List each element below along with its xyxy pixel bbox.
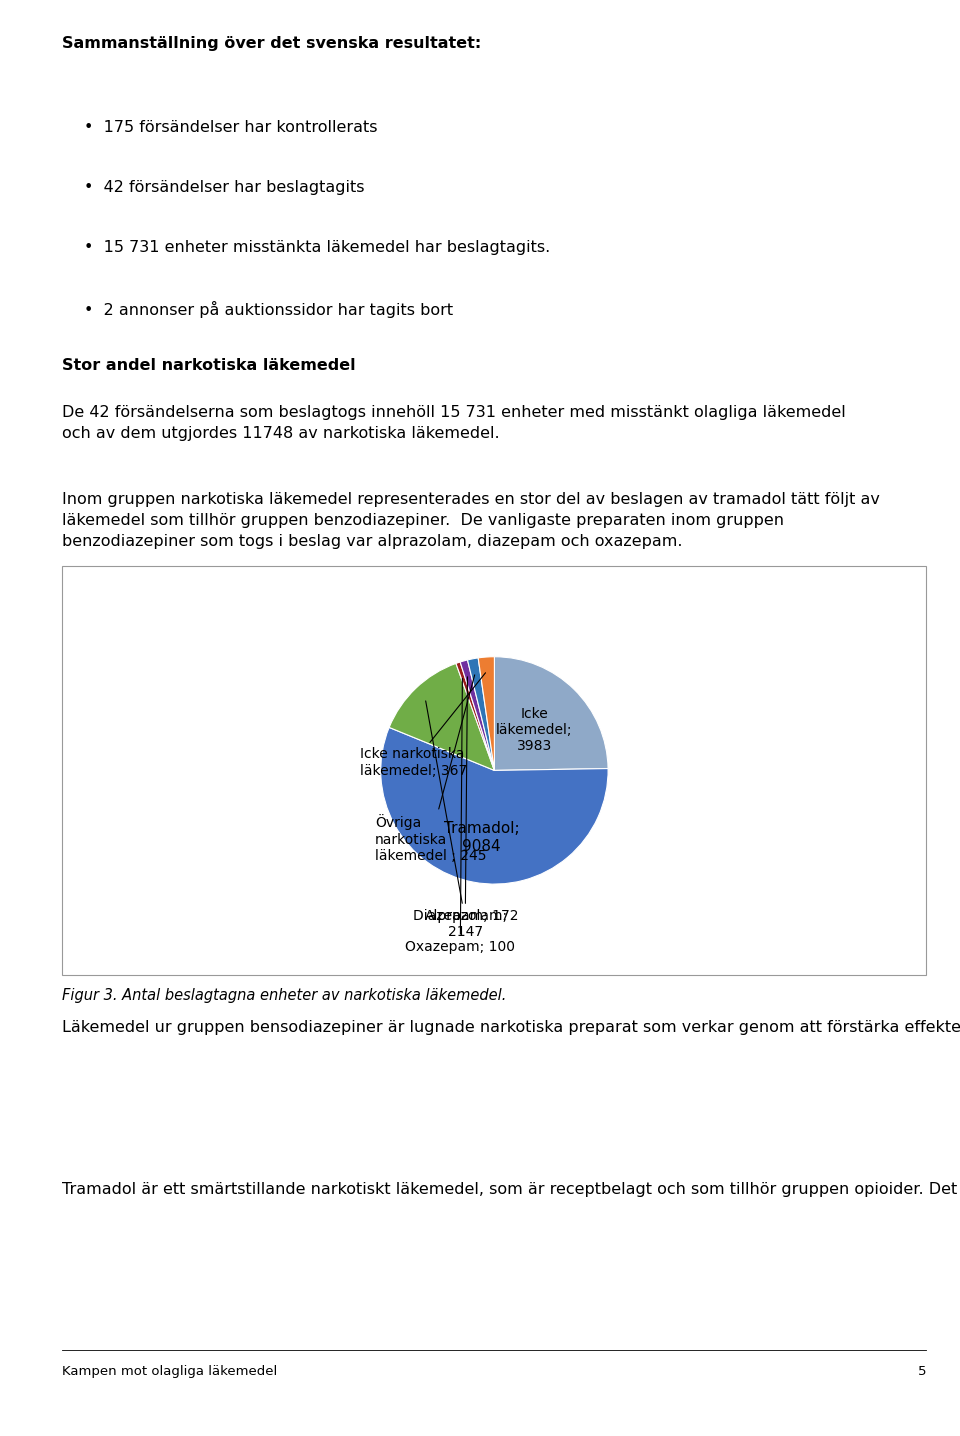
Text: Icke narkotiska
läkemedel; 367: Icke narkotiska läkemedel; 367 [360,673,486,777]
Text: Alprazolam;
2147: Alprazolam; 2147 [424,701,508,939]
Text: Tramadol;
9084: Tramadol; 9084 [444,821,519,853]
Wedge shape [456,662,494,770]
Text: •  15 731 enheter misstänkta läkemedel har beslagtagits.: • 15 731 enheter misstänkta läkemedel ha… [84,240,550,256]
Wedge shape [494,656,608,770]
Wedge shape [478,656,494,770]
Text: Kampen mot olagliga läkemedel: Kampen mot olagliga läkemedel [62,1364,277,1379]
Wedge shape [468,658,494,770]
Wedge shape [381,728,608,885]
Text: Stor andel narkotiska läkemedel: Stor andel narkotiska läkemedel [62,358,356,373]
Text: Diazepam; 172: Diazepam; 172 [413,676,518,923]
Text: Sammanställning över det svenska resultatet:: Sammanställning över det svenska resulta… [62,36,482,50]
Text: Tramadol är ett smärtstillande narkotiskt läkemedel, som är receptbelagt och som: Tramadol är ett smärtstillande narkotisk… [62,1180,960,1198]
Text: Övriga
narkotiska
läkemedel ; 245: Övriga narkotiska läkemedel ; 245 [375,675,487,863]
Wedge shape [460,661,494,770]
Text: •  42 försändelser har beslagtagits: • 42 försändelser har beslagtagits [84,180,365,195]
Text: •  175 försändelser har kontrollerats: • 175 försändelser har kontrollerats [84,119,377,135]
Text: Läkemedel ur gruppen bensodiazepiner är lugnade narkotiska preparat som verkar g: Läkemedel ur gruppen bensodiazepiner är … [62,1018,960,1035]
Text: Figur 3. Antal beslagtagna enheter av narkotiska läkemedel.: Figur 3. Antal beslagtagna enheter av na… [62,988,507,1004]
Text: 5: 5 [918,1364,926,1379]
Text: Oxazepam; 100: Oxazepam; 100 [405,678,516,954]
Text: Icke
läkemedel;
3983: Icke läkemedel; 3983 [496,707,572,752]
Text: Inom gruppen narkotiska läkemedel representerades en stor del av beslagen av tra: Inom gruppen narkotiska läkemedel repres… [62,493,880,549]
Text: De 42 försändelserna som beslagtogs innehöll 15 731 enheter med misstänkt olagli: De 42 försändelserna som beslagtogs inne… [62,405,846,441]
Wedge shape [389,663,494,770]
Text: •  2 annonser på auktionssidor har tagits bort: • 2 annonser på auktionssidor har tagits… [84,300,453,317]
